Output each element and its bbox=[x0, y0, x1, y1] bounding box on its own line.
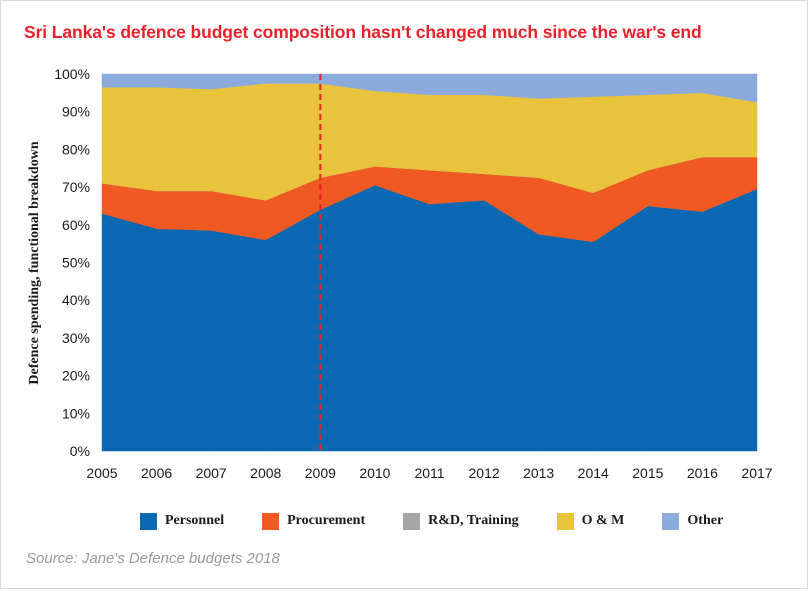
x-tick-label: 2011 bbox=[414, 465, 444, 481]
x-tick-label: 2008 bbox=[250, 465, 281, 481]
x-tick-label: 2017 bbox=[741, 465, 772, 481]
x-tick-label: 2015 bbox=[632, 465, 663, 481]
legend-item: Other bbox=[662, 512, 724, 530]
x-tick-label: 2010 bbox=[359, 465, 390, 481]
legend-label: Personnel bbox=[165, 513, 225, 528]
legend-item: Personnel bbox=[140, 512, 225, 530]
x-tick-label: 2009 bbox=[305, 465, 336, 481]
y-tick-label: 20% bbox=[62, 368, 90, 384]
legend-item: O & M bbox=[556, 512, 625, 530]
y-axis-label: Defence spending, functional breakdown bbox=[27, 141, 42, 384]
x-tick-label: 2013 bbox=[523, 465, 554, 481]
legend-swatch bbox=[662, 512, 680, 530]
y-tick-label: 100% bbox=[54, 66, 90, 82]
legend-swatch bbox=[262, 512, 280, 530]
y-tick-label: 30% bbox=[62, 330, 90, 346]
legend-label: Other bbox=[687, 513, 724, 528]
y-tick-label: 0% bbox=[70, 443, 90, 459]
x-tick-label: 2006 bbox=[141, 465, 172, 481]
source-note: Source: Jane's Defence budgets 2018 bbox=[26, 550, 280, 567]
y-tick-label: 80% bbox=[62, 141, 90, 157]
y-tick-labels: 0% 10% 20% 30% 40% 50% 60% 70% 80% 90% 100% bbox=[54, 66, 90, 459]
legend-label: O & M bbox=[581, 513, 625, 528]
x-tick-label: 2016 bbox=[687, 465, 718, 481]
y-tick-label: 90% bbox=[62, 104, 90, 120]
y-tick-label: 60% bbox=[62, 217, 90, 233]
chart-title: Sri Lanka's defence budget composition h… bbox=[24, 22, 702, 42]
x-tick-labels: 2005 2006 2007 2008 2009 2010 2011 2012 2013 2014… bbox=[86, 465, 772, 481]
legend-swatch bbox=[403, 512, 421, 530]
x-tick-label: 2012 bbox=[469, 465, 500, 481]
x-tick-label: 2005 bbox=[86, 465, 117, 481]
legend-item: R&D, Training bbox=[403, 512, 519, 530]
y-tick-label: 50% bbox=[62, 255, 90, 271]
area-layers bbox=[101, 73, 758, 452]
legend-item: Procurement bbox=[262, 512, 366, 530]
legend-swatch bbox=[556, 512, 574, 530]
y-tick-label: 10% bbox=[62, 405, 90, 421]
legend-label: Procurement bbox=[287, 513, 366, 528]
x-tick-label: 2007 bbox=[196, 465, 227, 481]
area-series-4 bbox=[101, 73, 758, 103]
x-tick-label: 2014 bbox=[578, 465, 609, 481]
y-tick-label: 40% bbox=[62, 292, 90, 308]
y-tick-label: 70% bbox=[62, 179, 90, 195]
legend-label: R&D, Training bbox=[428, 513, 519, 528]
legend-swatch bbox=[140, 512, 157, 530]
legend: Personnel Procurement R&D, Training O & M Ot… bbox=[140, 512, 761, 530]
